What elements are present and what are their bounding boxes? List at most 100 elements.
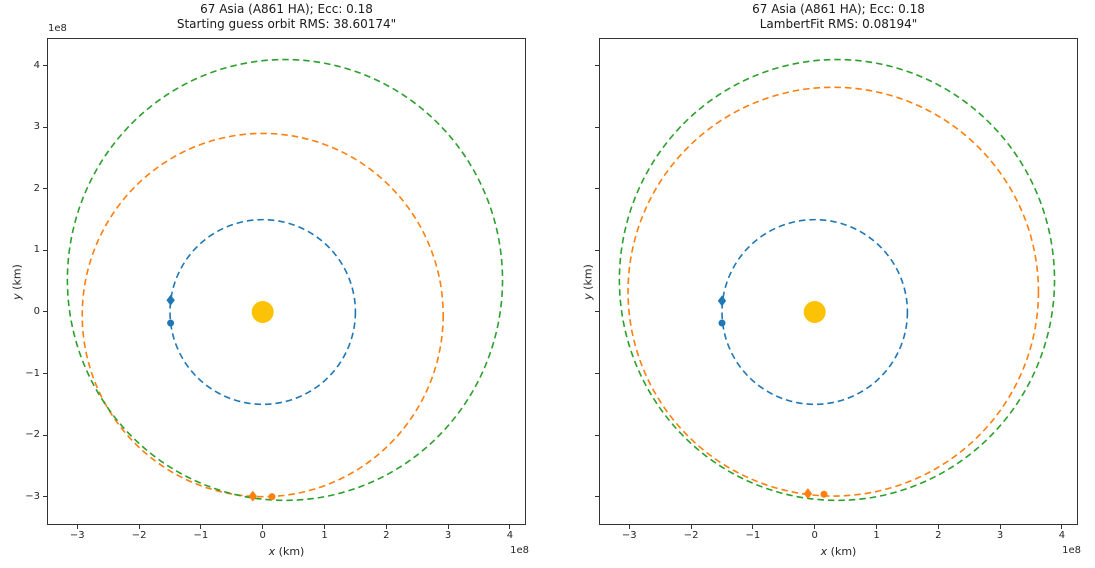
x-tick-mark bbox=[999, 525, 1001, 529]
y-tick-mark bbox=[43, 126, 47, 128]
starting-guess-orbit bbox=[81, 132, 444, 498]
x-tick-mark bbox=[1061, 525, 1063, 529]
x-tick-mark bbox=[76, 525, 78, 529]
x-tick-mark bbox=[200, 525, 202, 529]
y-tick-mark bbox=[43, 65, 47, 67]
y-tick-label: −1 bbox=[25, 367, 40, 379]
y-tick-label: 3 bbox=[33, 121, 40, 133]
x-axis-unit: (km) bbox=[827, 545, 857, 558]
x-tick-mark bbox=[509, 525, 511, 529]
x-tick-label: −2 bbox=[683, 530, 699, 541]
orbit-canvas bbox=[66, 58, 504, 502]
x-tick-label: 4 bbox=[506, 530, 514, 541]
earth-orbit bbox=[721, 218, 909, 406]
x-axis-label: x (km) bbox=[269, 545, 305, 558]
x-axis-offset-label: 1e8 bbox=[1062, 545, 1081, 556]
sun-marker bbox=[251, 300, 274, 323]
y-tick-mark bbox=[595, 311, 599, 313]
x-tick-label: 2 bbox=[383, 530, 390, 541]
plot-title: 67 Asia (A861 HA); Ecc: 0.18 bbox=[752, 2, 925, 16]
reference-orbit bbox=[618, 58, 1056, 502]
earth-position-2-marker bbox=[718, 319, 726, 327]
plot-subtitle: Starting guess orbit RMS: 38.60174" bbox=[176, 17, 397, 31]
x-axis-letter: x bbox=[820, 545, 828, 558]
y-tick-mark bbox=[595, 126, 599, 128]
y-tick-mark bbox=[43, 373, 47, 375]
y-tick-mark bbox=[595, 65, 599, 67]
y-tick-label: 2 bbox=[33, 182, 40, 194]
x-tick-label: 1 bbox=[873, 530, 880, 541]
x-tick-label: 2 bbox=[935, 530, 942, 541]
orbit-canvas bbox=[618, 58, 1056, 502]
x-tick-label: 3 bbox=[996, 530, 1004, 541]
x-tick-mark bbox=[138, 525, 140, 529]
y-axis-unit: (km) bbox=[581, 263, 595, 293]
y-axis-letter: y bbox=[10, 292, 24, 300]
y-tick-mark bbox=[595, 434, 599, 436]
x-tick-mark bbox=[447, 525, 449, 529]
y-tick-mark bbox=[43, 249, 47, 251]
y-tick-mark bbox=[595, 188, 599, 190]
x-tick-mark bbox=[814, 525, 816, 529]
plot-left-title-block: 67 Asia (A861 HA); Ecc: 0.18 Starting gu… bbox=[47, 2, 526, 32]
y-axis-label: y (km) bbox=[582, 264, 595, 300]
x-axis-letter: x bbox=[268, 545, 276, 558]
y-tick-mark bbox=[43, 434, 47, 436]
plot-right-title-block: 67 Asia (A861 HA); Ecc: 0.18 LambertFit … bbox=[599, 2, 1078, 32]
y-tick-label: 0 bbox=[33, 305, 40, 317]
earth-orbit bbox=[169, 218, 357, 406]
x-tick-mark bbox=[690, 525, 692, 529]
plot-right: 67 Asia (A861 HA); Ecc: 0.18 LambertFit … bbox=[582, 2, 1082, 558]
x-tick-label: 3 bbox=[444, 530, 452, 541]
asteroid-position-2-marker bbox=[820, 490, 828, 498]
y-tick-mark bbox=[595, 373, 599, 375]
x-tick-mark bbox=[752, 525, 754, 529]
x-tick-label: 1 bbox=[321, 530, 328, 541]
x-tick-mark bbox=[385, 525, 387, 529]
x-tick-label: 0 bbox=[811, 530, 818, 541]
reference-orbit bbox=[66, 58, 504, 502]
x-tick-label: 0 bbox=[259, 530, 266, 541]
x-tick-label: 4 bbox=[1058, 530, 1066, 541]
x-tick-label: −2 bbox=[131, 530, 147, 541]
earth-position-1-marker bbox=[166, 294, 175, 306]
y-axis-unit: (km) bbox=[10, 263, 24, 293]
lambert-fit-orbit bbox=[627, 86, 1040, 497]
earth-position-2-marker bbox=[167, 319, 175, 327]
asteroid-position-1-marker bbox=[248, 490, 257, 502]
x-tick-mark bbox=[628, 525, 630, 529]
axes-frame bbox=[47, 38, 526, 525]
plot-subtitle: LambertFit RMS: 0.08194" bbox=[759, 17, 918, 31]
y-tick-label: 1 bbox=[33, 244, 40, 256]
x-tick-label: −1 bbox=[193, 530, 209, 541]
y-axis-label: y (km) bbox=[11, 264, 24, 300]
asteroid-position-2-marker bbox=[268, 493, 276, 501]
asteroid-position-1-marker bbox=[803, 488, 813, 500]
x-axis-offset-label: 1e8 bbox=[510, 545, 529, 556]
earth-position-1-marker bbox=[717, 295, 727, 307]
x-tick-label: −1 bbox=[745, 530, 761, 541]
y-tick-mark bbox=[43, 188, 47, 190]
y-tick-mark bbox=[43, 496, 47, 498]
y-axis-offset-label: 1e8 bbox=[48, 23, 67, 34]
plot-left: 67 Asia (A861 HA); Ecc: 0.18 Starting gu… bbox=[11, 2, 530, 558]
x-axis-unit: (km) bbox=[275, 545, 305, 558]
y-tick-mark bbox=[595, 496, 599, 498]
x-tick-label: −3 bbox=[621, 530, 637, 541]
x-tick-mark bbox=[937, 525, 939, 529]
x-tick-mark bbox=[324, 525, 325, 529]
y-tick-label: 4 bbox=[33, 59, 40, 71]
x-tick-mark bbox=[876, 525, 877, 529]
x-tick-label: −3 bbox=[69, 530, 85, 541]
y-tick-label: −2 bbox=[25, 429, 40, 441]
plot-title: 67 Asia (A861 HA); Ecc: 0.18 bbox=[200, 2, 373, 16]
axes-frame bbox=[599, 38, 1078, 525]
y-tick-mark bbox=[595, 249, 599, 251]
y-axis-letter: y bbox=[581, 292, 595, 300]
x-tick-mark bbox=[262, 525, 264, 529]
x-axis-label: x (km) bbox=[821, 545, 857, 558]
sun-marker bbox=[803, 300, 826, 323]
y-tick-label: −3 bbox=[25, 490, 40, 502]
y-tick-mark bbox=[43, 311, 47, 313]
